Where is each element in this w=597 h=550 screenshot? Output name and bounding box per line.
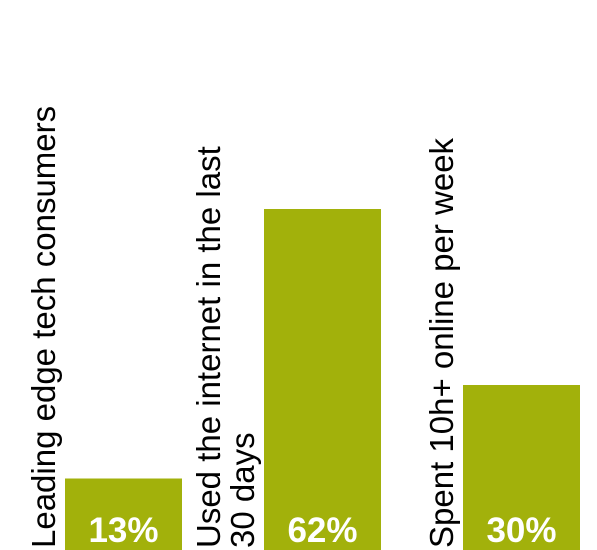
value-label-1: 13% <box>88 511 158 550</box>
category-label-3-line-1: Spent 10h+ online per week <box>423 137 460 548</box>
labels-layer: 13% Leading edge tech consumers 62% Used th… <box>25 106 557 550</box>
category-label-1-line-1: Leading edge tech consumers <box>25 106 62 548</box>
value-label-2: 62% <box>287 511 357 550</box>
bars-layer <box>65 209 580 550</box>
category-label-2-line-2: 30 days <box>224 432 261 548</box>
value-label-3: 30% <box>486 511 556 550</box>
bar-3 <box>463 385 580 550</box>
bar-1 <box>65 478 182 550</box>
category-label-2-line-1: Used the internet in the last <box>190 146 227 548</box>
bar-2 <box>264 209 381 550</box>
